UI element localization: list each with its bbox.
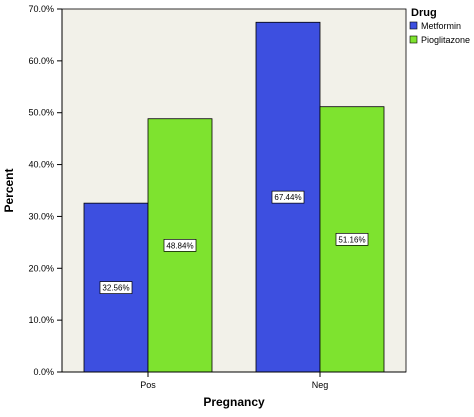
legend: Drug Metformin Pioglitazone: [409, 7, 470, 45]
bar-series: 32.56% 48.84% 67.44% 51.16%: [83, 21, 385, 373]
x-axis-title: Pregnancy: [203, 395, 265, 409]
legend-label: Pioglitazone: [421, 35, 470, 45]
y-tick-label: 30.0%: [28, 211, 54, 221]
y-tick-label: 0.0%: [33, 367, 54, 377]
y-tick-label: 10.0%: [28, 315, 54, 325]
x-tick-label: Neg: [312, 380, 329, 390]
y-tick-label: 40.0%: [28, 160, 54, 170]
legend-swatch: [409, 21, 418, 30]
data-label-box: [99, 281, 133, 294]
legend-swatch: [409, 35, 418, 44]
y-axis-ticks: 0.0% 10.0% 20.0% 30.0% 40.0% 50.0% 60.0% 70.0%: [28, 4, 62, 377]
x-axis-ticks: Pos Neg: [140, 372, 328, 390]
data-label-box: [163, 239, 197, 252]
y-axis-title: Percent: [2, 168, 16, 212]
legend-label: Metformin: [421, 21, 461, 31]
data-label-box: [335, 232, 369, 246]
y-tick-label: 20.0%: [28, 263, 54, 273]
data-label-box: [271, 190, 305, 204]
data-label: 32.56%: [102, 284, 129, 293]
legend-title: Drug: [411, 7, 437, 19]
y-tick-label: 70.0%: [28, 4, 54, 14]
data-label: 51.16%: [338, 235, 365, 244]
data-label: 67.44%: [274, 193, 301, 202]
y-tick-label: 60.0%: [28, 56, 54, 66]
data-label: 48.84%: [166, 241, 193, 250]
x-tick-label: Pos: [140, 380, 156, 390]
y-tick-label: 50.0%: [28, 108, 54, 118]
